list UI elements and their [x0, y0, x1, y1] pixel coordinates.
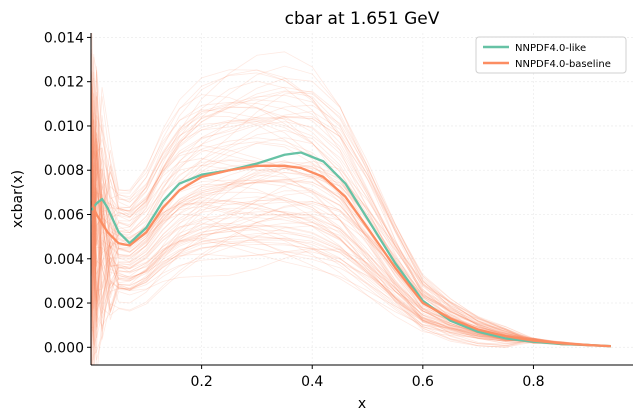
replica-curve [91, 213, 611, 365]
x-ticks: 0.2 0.4 0.6 0.8 [190, 365, 545, 390]
replica-curve [91, 141, 611, 347]
x-tick-label: 0.2 [190, 374, 212, 390]
replica-curve [91, 191, 611, 361]
y-tick-label: 0.014 [44, 30, 84, 46]
y-tick-label: 0.006 [44, 207, 84, 223]
y-tick-label: 0.002 [44, 296, 84, 312]
legend-label-nnpdf40-like: NNPDF4.0-like [515, 43, 586, 54]
y-tick-label: 0.012 [44, 75, 84, 91]
x-tick-label: 0.6 [412, 374, 434, 390]
y-tick-label: 0.000 [44, 340, 84, 356]
replica-curve [91, 177, 611, 347]
replica-curve [91, 56, 611, 347]
grid [91, 33, 633, 365]
replica-curve [91, 211, 611, 365]
y-tick-label: 0.008 [44, 163, 84, 179]
replica-curve [91, 174, 611, 347]
replica-curve [91, 160, 611, 347]
y-ticks: 0.000 0.002 0.004 0.006 0.008 0.010 0.012 0.014 [44, 30, 91, 356]
y-tick-label: 0.010 [44, 119, 84, 135]
legend-label-nnpdf40-baseline: NNPDF4.0-baseline [515, 59, 611, 70]
replica-curve [91, 197, 611, 365]
replica-curve [91, 70, 611, 347]
y-axis-label: xcbar(x) [10, 170, 26, 228]
replica-curve [91, 232, 611, 347]
replica-curve [91, 198, 611, 347]
replica-curve [91, 77, 611, 347]
replica-curve [91, 119, 611, 347]
replica-curve [91, 120, 611, 347]
replica-curve [91, 95, 611, 347]
replica-curve [91, 91, 611, 347]
x-tick-label: 0.8 [522, 374, 544, 390]
replica-curve [91, 80, 611, 347]
replica-curve [91, 138, 611, 347]
replica-curve [91, 124, 611, 347]
replica-curve [91, 115, 611, 347]
central-curves [91, 151, 611, 348]
replica-curve [91, 89, 611, 347]
replica-curve [91, 251, 611, 365]
replica-curve [91, 144, 611, 347]
replica-curve [91, 119, 611, 347]
replica-curve [91, 217, 611, 361]
replica-curve [91, 104, 611, 347]
replica-curve [91, 207, 611, 348]
replica-curve [91, 161, 611, 365]
replica-curve [91, 119, 611, 347]
replica-curve [91, 207, 611, 347]
replica-curve [91, 187, 611, 347]
chart-title: cbar at 1.651 GeV [285, 9, 440, 29]
y-tick-label: 0.004 [44, 252, 84, 268]
replica-curve [91, 33, 611, 347]
replica-curve [91, 102, 611, 347]
replica-curve [91, 161, 611, 347]
replica-curve [91, 84, 611, 347]
axes [90, 33, 633, 366]
replica-curve [91, 179, 611, 347]
replica-curve [91, 86, 611, 348]
replica-curve [91, 120, 611, 347]
replica-curve [91, 137, 611, 347]
replica-curve [91, 172, 611, 352]
x-tick-label: 0.4 [301, 374, 323, 390]
replica-curve [91, 225, 611, 347]
replica-curve [91, 72, 611, 347]
replica-curve [91, 169, 611, 347]
replica-curve [91, 191, 611, 347]
x-axis-label: x [358, 396, 366, 412]
replica-curve [91, 112, 611, 347]
replica-curve [91, 90, 611, 347]
replica-curve [91, 33, 611, 347]
legend: NNPDF4.0-like NNPDF4.0-baseline [475, 36, 627, 74]
legend-box [475, 36, 627, 74]
replica-curve [91, 94, 611, 347]
replica-curve [91, 83, 611, 347]
replica-curve [91, 53, 611, 347]
replica-curve [91, 71, 611, 347]
replica-curve [91, 121, 611, 347]
series-line-nnpdf40-like [91, 151, 611, 348]
replica-curve [91, 71, 611, 347]
replica-curve [91, 187, 611, 365]
replica-curve [91, 87, 611, 347]
replica-curve [91, 165, 611, 347]
replica-curve [91, 69, 611, 347]
replica-curve [91, 190, 611, 347]
replica-curve [91, 54, 611, 347]
series-line-nnpdf40-baseline [91, 164, 611, 348]
replica-curves [91, 33, 611, 365]
replica-curve [91, 167, 611, 348]
replica-curve [91, 147, 611, 347]
replica-curve [91, 142, 611, 347]
